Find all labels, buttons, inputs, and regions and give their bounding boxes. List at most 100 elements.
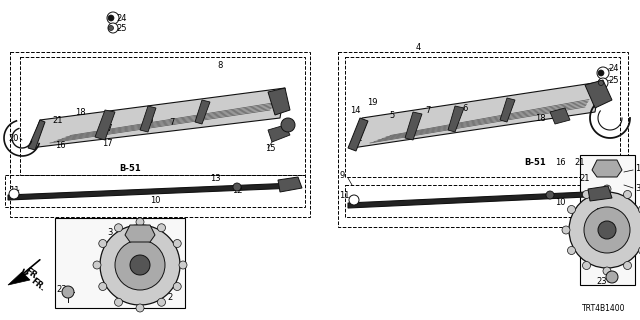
Text: 21: 21 <box>575 157 585 166</box>
Text: 9: 9 <box>339 171 344 180</box>
Text: B-51: B-51 <box>119 164 141 172</box>
Text: 23: 23 <box>596 277 607 286</box>
Circle shape <box>157 298 166 306</box>
Text: 25: 25 <box>609 76 620 84</box>
Circle shape <box>136 304 144 312</box>
Text: 20: 20 <box>9 133 19 142</box>
Circle shape <box>115 298 122 306</box>
Text: 10: 10 <box>555 197 565 206</box>
Bar <box>55 218 185 308</box>
Circle shape <box>107 12 119 24</box>
Circle shape <box>157 224 166 232</box>
Circle shape <box>584 207 630 253</box>
Circle shape <box>115 240 165 290</box>
Circle shape <box>598 81 604 85</box>
Text: 3: 3 <box>636 183 640 193</box>
Circle shape <box>108 23 118 33</box>
Circle shape <box>173 239 181 247</box>
Circle shape <box>623 261 632 269</box>
Polygon shape <box>448 106 464 132</box>
Circle shape <box>598 70 604 76</box>
Bar <box>20 57 305 175</box>
Text: 6: 6 <box>147 116 153 124</box>
Polygon shape <box>585 80 612 108</box>
Circle shape <box>136 218 144 226</box>
Polygon shape <box>348 191 608 208</box>
Circle shape <box>603 267 611 275</box>
Text: FR.: FR. <box>23 266 41 282</box>
Bar <box>5 175 305 207</box>
Circle shape <box>568 205 575 213</box>
Circle shape <box>349 195 359 205</box>
Circle shape <box>100 225 180 305</box>
Polygon shape <box>8 183 295 200</box>
Circle shape <box>623 190 632 198</box>
Circle shape <box>603 185 611 193</box>
Text: 24: 24 <box>609 63 620 73</box>
Text: 3: 3 <box>108 228 113 236</box>
Text: 15: 15 <box>265 143 275 153</box>
Text: 24: 24 <box>116 13 127 22</box>
Text: 10: 10 <box>150 196 160 204</box>
Text: 21: 21 <box>580 173 590 182</box>
Circle shape <box>582 190 591 198</box>
Text: 14: 14 <box>349 106 360 115</box>
Text: 12: 12 <box>595 207 605 217</box>
Circle shape <box>109 26 113 30</box>
Text: 12: 12 <box>232 186 243 195</box>
Circle shape <box>9 189 19 199</box>
Circle shape <box>233 183 241 191</box>
Text: 1: 1 <box>636 164 640 172</box>
Polygon shape <box>95 110 115 140</box>
Circle shape <box>598 78 608 88</box>
Text: 21: 21 <box>52 116 63 124</box>
Polygon shape <box>28 120 45 150</box>
Circle shape <box>130 255 150 275</box>
Bar <box>580 155 635 285</box>
Text: 5: 5 <box>389 110 395 119</box>
Circle shape <box>99 283 107 291</box>
Circle shape <box>639 246 640 254</box>
Circle shape <box>108 15 114 21</box>
Circle shape <box>179 261 187 269</box>
Text: 19: 19 <box>367 98 377 107</box>
Circle shape <box>99 239 107 247</box>
Text: 23: 23 <box>57 285 67 294</box>
Text: 17: 17 <box>102 139 112 148</box>
Circle shape <box>606 271 618 283</box>
Circle shape <box>598 221 616 239</box>
Circle shape <box>115 224 122 232</box>
Text: TRT4B1400: TRT4B1400 <box>582 304 625 313</box>
Text: 4: 4 <box>415 43 420 52</box>
Text: 22: 22 <box>353 133 364 142</box>
Polygon shape <box>268 88 290 115</box>
Text: 7: 7 <box>426 106 431 115</box>
Text: 18: 18 <box>75 108 85 116</box>
Text: 13: 13 <box>210 173 220 182</box>
Bar <box>345 57 620 177</box>
Text: 6: 6 <box>462 103 468 113</box>
Polygon shape <box>278 177 302 192</box>
Circle shape <box>569 192 640 268</box>
Circle shape <box>597 67 609 79</box>
Polygon shape <box>195 100 210 124</box>
Circle shape <box>93 261 101 269</box>
Polygon shape <box>125 225 155 242</box>
Text: FR.: FR. <box>29 277 47 293</box>
Text: 25: 25 <box>116 23 127 33</box>
Circle shape <box>582 261 591 269</box>
Polygon shape <box>268 125 290 142</box>
Text: B-51: B-51 <box>524 157 546 166</box>
Polygon shape <box>348 118 368 151</box>
Polygon shape <box>352 82 600 148</box>
Text: 17: 17 <box>102 124 112 132</box>
Text: 11: 11 <box>339 190 349 199</box>
Polygon shape <box>30 88 285 148</box>
Text: 2: 2 <box>168 293 173 302</box>
Bar <box>10 52 310 217</box>
Bar <box>345 185 615 217</box>
Circle shape <box>562 226 570 234</box>
Polygon shape <box>8 272 30 285</box>
Circle shape <box>62 286 74 298</box>
Text: 11: 11 <box>9 186 19 195</box>
